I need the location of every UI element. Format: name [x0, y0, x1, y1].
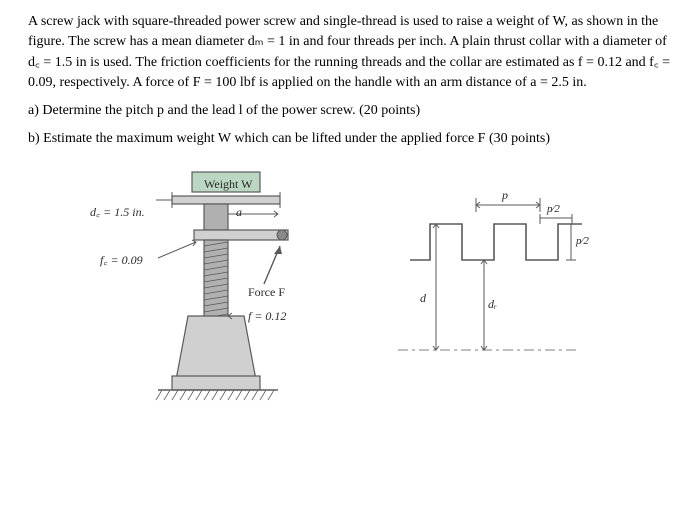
p2-top-label: p⁄2: [547, 202, 560, 218]
a-label: a: [236, 204, 242, 221]
problem-statement: A screw jack with square-threaded power …: [28, 12, 672, 150]
figures-row: Weight W d꜀ = 1.5 in. a f꜀ = 0.09 Force …: [28, 168, 672, 408]
part-b: b) Estimate the maximum weight W which c…: [44, 129, 672, 149]
d-label: d: [420, 290, 426, 307]
problem-intro: A screw jack with square-threaded power …: [28, 12, 672, 93]
weight-w-label: Weight W: [204, 176, 252, 193]
p2-side-label: p⁄2: [576, 234, 589, 250]
dc-label: d꜀ = 1.5 in.: [90, 204, 145, 221]
figure-thread-profile: p p⁄2 p⁄2 d dᵣ: [388, 180, 588, 360]
force-f-label: Force F: [248, 284, 285, 301]
figure-screw-jack: Weight W d꜀ = 1.5 in. a f꜀ = 0.09 Force …: [108, 168, 328, 408]
fc-label: f꜀ = 0.09: [100, 252, 143, 269]
p-label: p: [502, 187, 508, 204]
part-a: a) Determine the pitch p and the lead l …: [44, 101, 672, 121]
f-label: f = 0.12: [248, 308, 286, 325]
dr-label: dᵣ: [488, 296, 497, 313]
